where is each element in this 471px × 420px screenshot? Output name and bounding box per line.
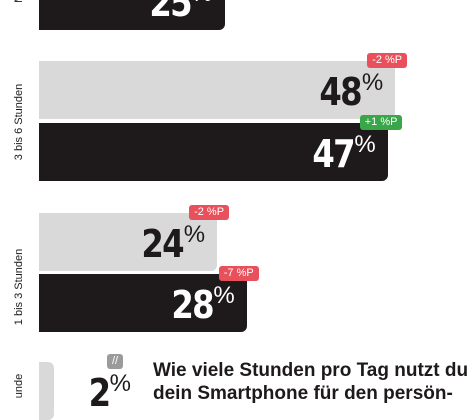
value-label: 25 [148, 0, 192, 25]
change-badge: +1 %P [359, 115, 403, 130]
current-bar [39, 123, 388, 181]
previous-bar [39, 362, 54, 420]
unit-label: % [354, 131, 376, 158]
change-badge: -2 %P [189, 205, 230, 220]
question-text: Wie viele Stunden pro Tag nutzt du dein … [153, 360, 469, 404]
bar-chart: Wie viele Stunden pro Tag nutzt du dein … [13, 0, 468, 420]
previous-bar [39, 61, 396, 119]
value-label: 48 [319, 70, 363, 114]
current-bar [39, 0, 225, 30]
value-label: 24 [141, 222, 185, 266]
current-bar [39, 274, 247, 332]
unit-label: % [191, 0, 212, 6]
unit-label: % [183, 221, 206, 248]
change-badge: -7 %P [218, 266, 259, 281]
change-badge: // [107, 354, 124, 369]
unit-label: % [109, 370, 131, 397]
category-label: Meh [13, 0, 25, 3]
previous-bar [39, 213, 218, 271]
category-label: 1 bis 3 Stunden [13, 248, 25, 326]
category-label: 3 bis 6 Stunden [13, 83, 25, 161]
value-label: 47 [312, 132, 355, 176]
category-label: unde [13, 373, 25, 399]
value-label: 2 [88, 371, 111, 415]
unit-label: % [213, 282, 235, 309]
change-badge: -2 %P [367, 53, 408, 68]
unit-label: % [361, 69, 384, 96]
value-label: 28 [171, 283, 214, 327]
